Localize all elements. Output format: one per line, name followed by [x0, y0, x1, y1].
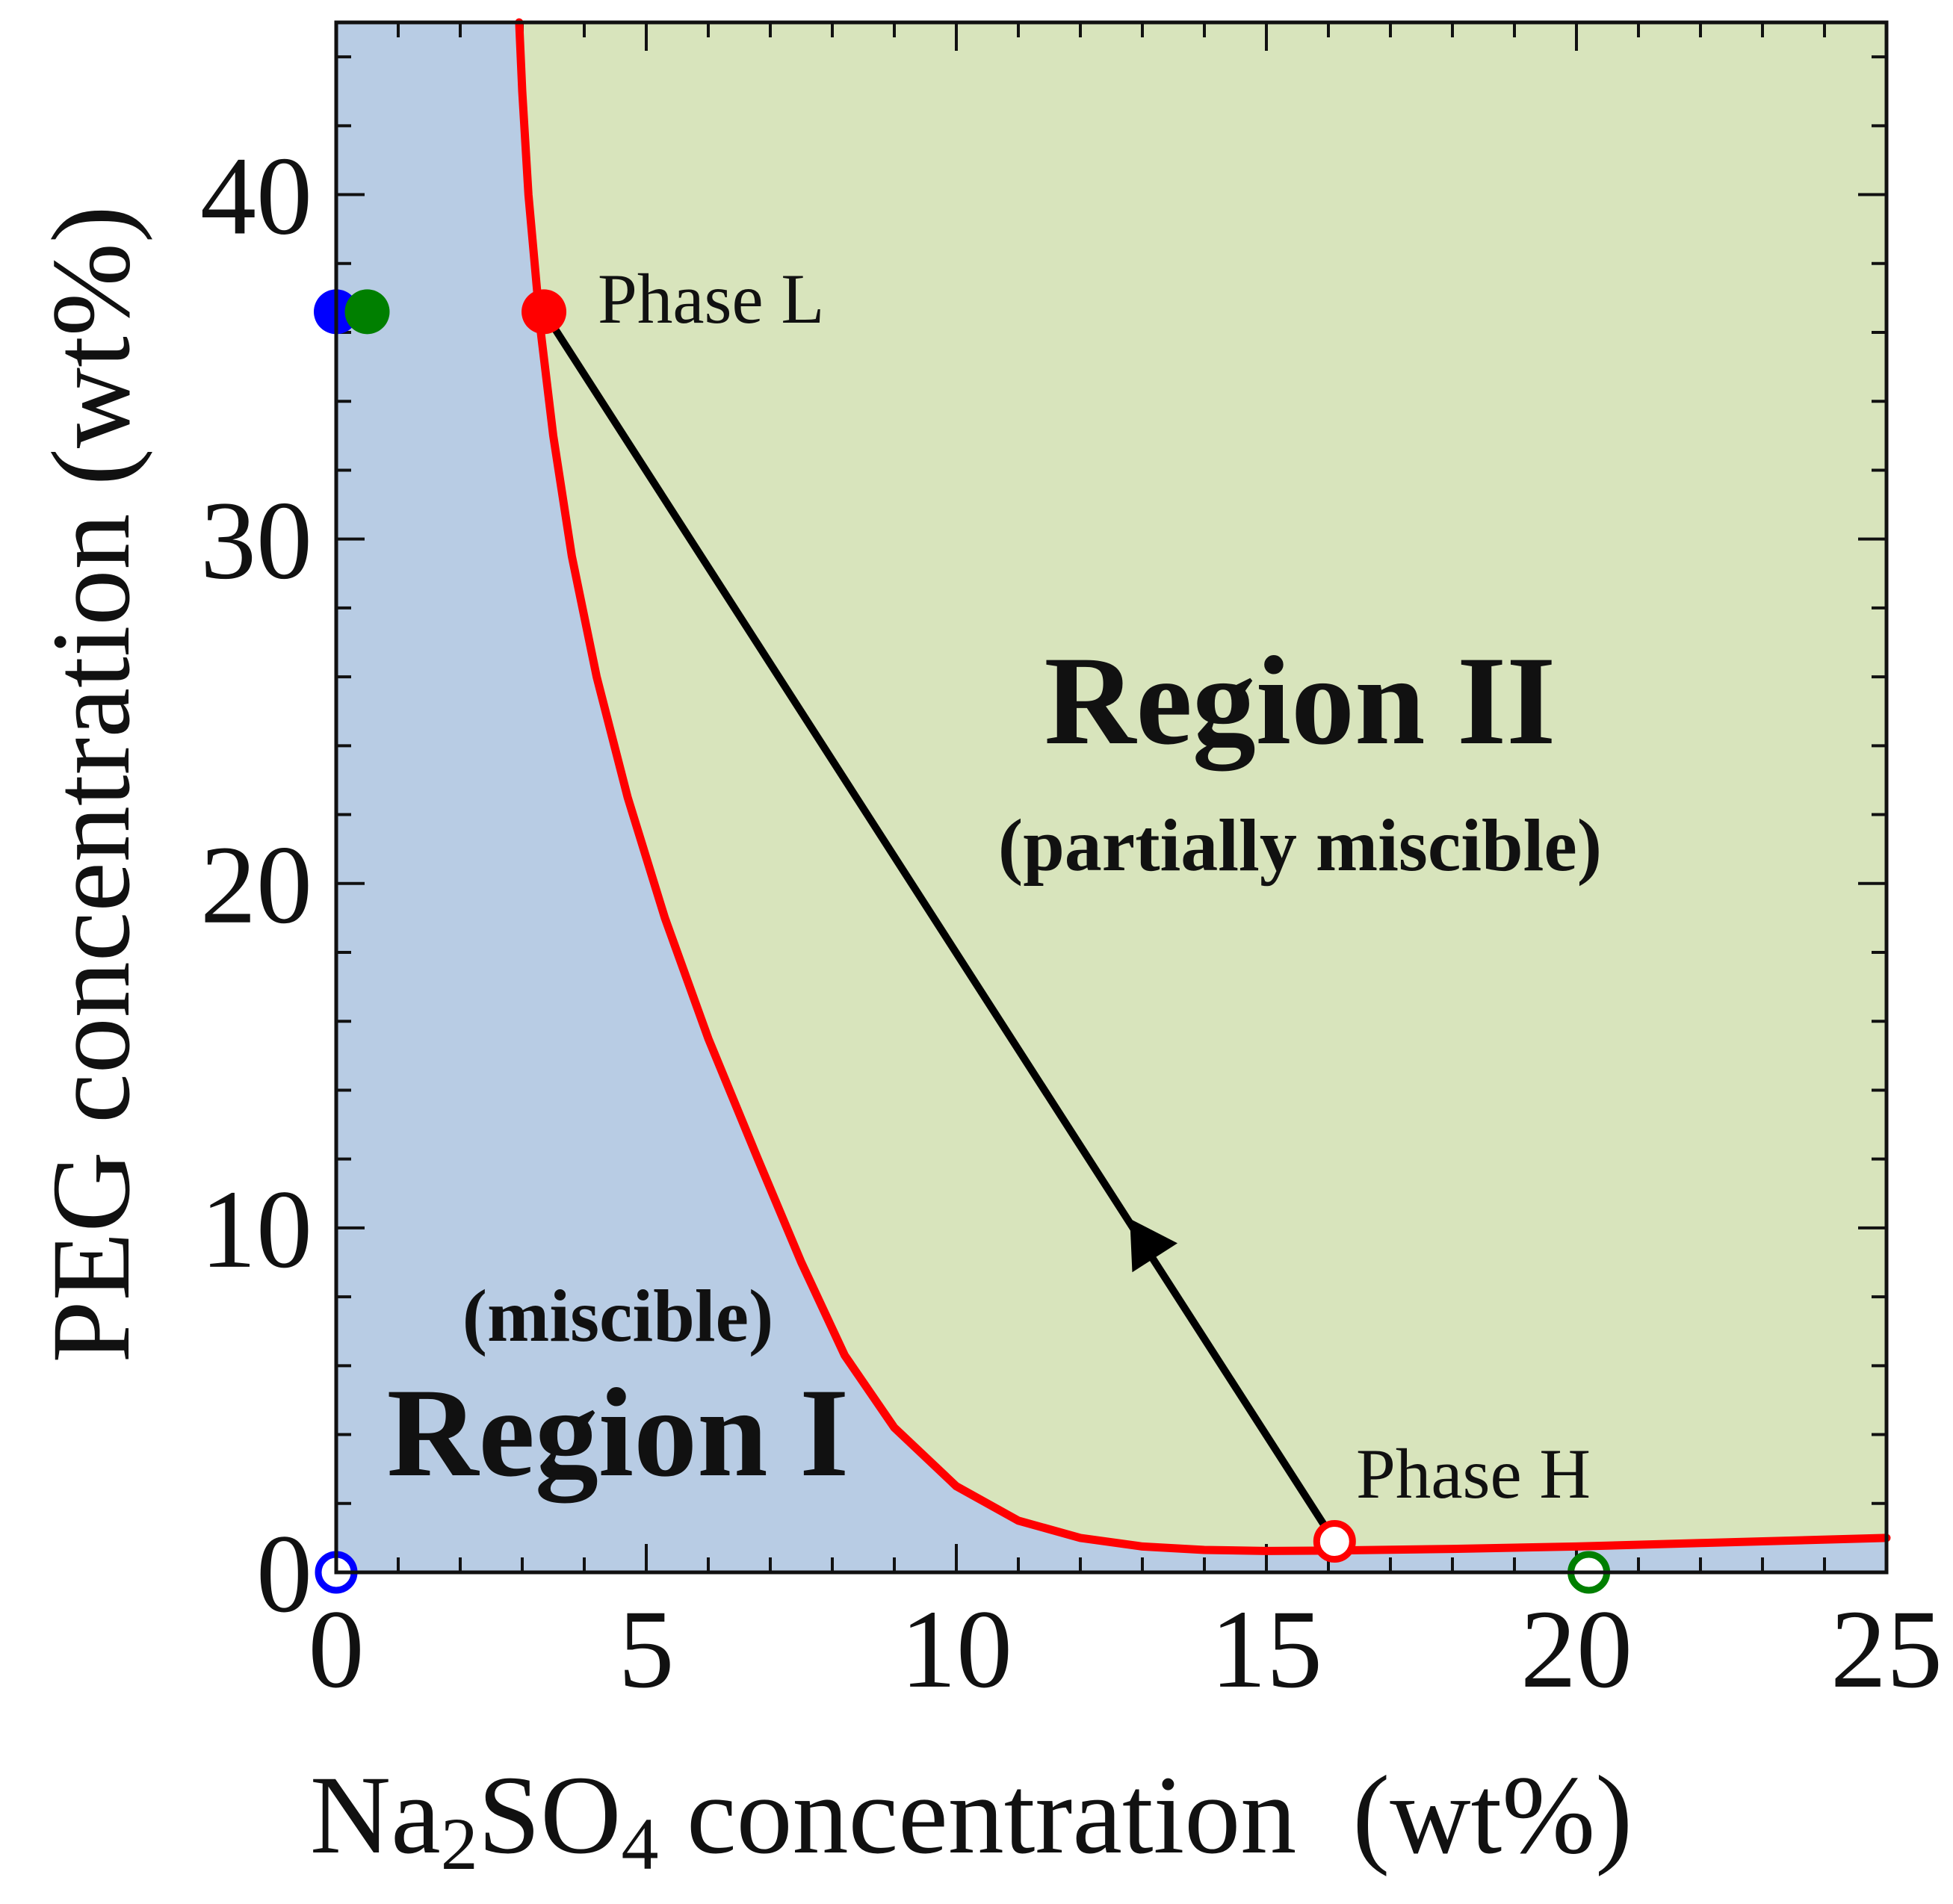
region-i-title: Region I	[387, 1362, 849, 1503]
x-tick-label: 25	[1830, 1587, 1943, 1711]
y-tick-label: 20	[200, 823, 312, 947]
region-ii-subtitle: (partially miscible)	[998, 804, 1602, 887]
x-axis-title-prefix: Na	[310, 1753, 441, 1877]
phase-h-marker	[1313, 1520, 1356, 1563]
region-ii-title: Region II	[1044, 630, 1556, 771]
phase-h-label: Phase H	[1356, 1434, 1591, 1513]
tie-line	[540, 309, 1338, 1544]
phase-l-marker	[521, 289, 567, 335]
x-tick-label: 5	[619, 1587, 675, 1711]
y-tick-label: 0	[256, 1512, 312, 1636]
region-i-subtitle: (miscible)	[462, 1274, 774, 1357]
green-filled-marker	[344, 289, 390, 335]
x-axis-title-mid: SO	[478, 1753, 622, 1877]
x-axis-title: Na2SO4 concentration (wt%)	[310, 1753, 1632, 1885]
y-tick-label: 30	[200, 479, 312, 603]
y-tick-label: 10	[200, 1167, 312, 1291]
x-tick-label: 20	[1520, 1587, 1632, 1711]
y-axis-title: PEG concentration (wt%)	[29, 205, 153, 1363]
x-tick-label: 0	[309, 1587, 365, 1711]
region-i-area	[336, 22, 1887, 1572]
x-axis-title-sub2: 4	[622, 1802, 659, 1885]
x-axis-title-suffix: concentration (wt%)	[659, 1753, 1633, 1877]
region-ii-area	[519, 22, 1887, 1551]
plot-frame	[334, 20, 1889, 1575]
tie-line-arrow	[1130, 1218, 1178, 1273]
y-tick-label: 40	[200, 134, 312, 258]
minor-ticks	[336, 22, 1887, 1572]
x-axis-title-sub1: 2	[441, 1802, 478, 1885]
phase-l-label: Phase L	[598, 259, 824, 338]
x-tick-label: 10	[900, 1587, 1012, 1711]
x-tick-label: 15	[1210, 1587, 1322, 1711]
